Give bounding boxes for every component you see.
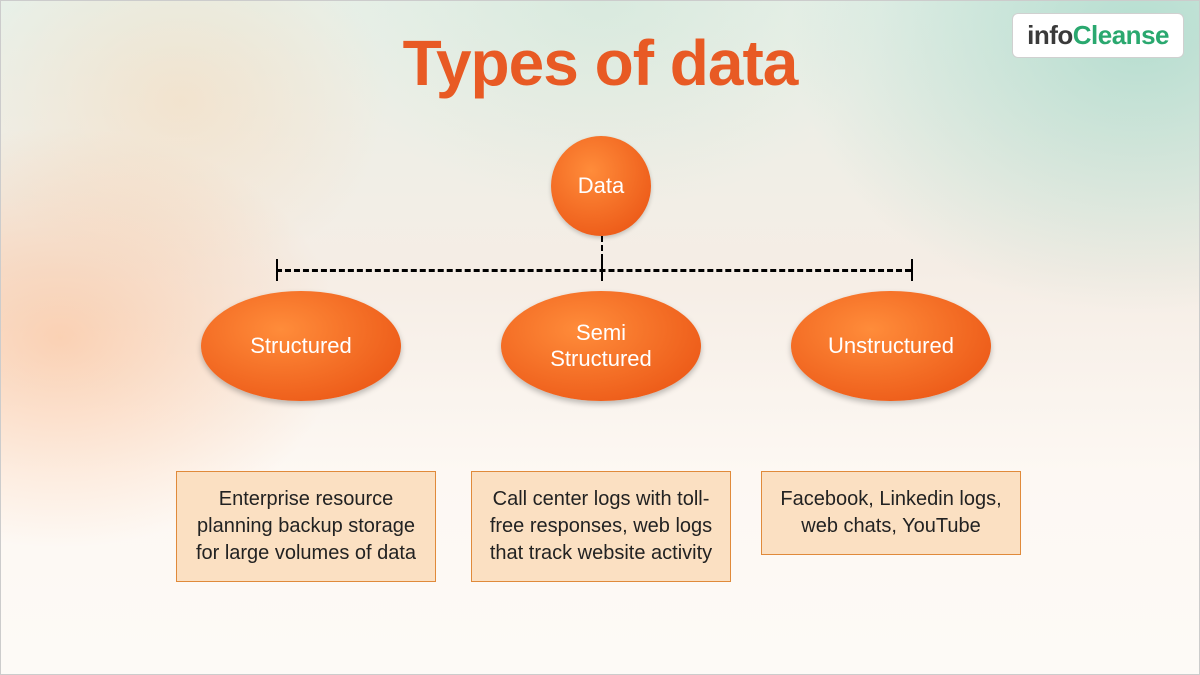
logo-part1: info xyxy=(1027,20,1073,50)
category-node-1: SemiStructured xyxy=(501,291,701,401)
connector-tick-0 xyxy=(276,259,278,281)
connector-tick-2 xyxy=(911,259,913,281)
category-node-2: Unstructured xyxy=(791,291,991,401)
description-text: Enterprise resource planning backup stor… xyxy=(196,488,416,564)
description-text: Facebook, Linkedin logs, web chats, YouT… xyxy=(780,488,1001,537)
root-node-label: Data xyxy=(578,173,624,199)
logo: infoCleanse xyxy=(1012,13,1184,58)
logo-part2: Cleanse xyxy=(1073,20,1169,50)
description-box-2: Facebook, Linkedin logs, web chats, YouT… xyxy=(761,471,1021,555)
category-label: Unstructured xyxy=(828,333,954,359)
page-title: Types of data xyxy=(403,26,798,100)
description-box-0: Enterprise resource planning backup stor… xyxy=(176,471,436,582)
root-node: Data xyxy=(551,136,651,236)
connector-hline xyxy=(276,269,911,272)
description-text: Call center logs with toll-free response… xyxy=(490,488,712,564)
connector-tick-1 xyxy=(601,259,603,281)
description-box-1: Call center logs with toll-free response… xyxy=(471,471,731,582)
category-label: Structured xyxy=(250,333,352,359)
category-node-0: Structured xyxy=(201,291,401,401)
category-label: SemiStructured xyxy=(550,320,652,373)
